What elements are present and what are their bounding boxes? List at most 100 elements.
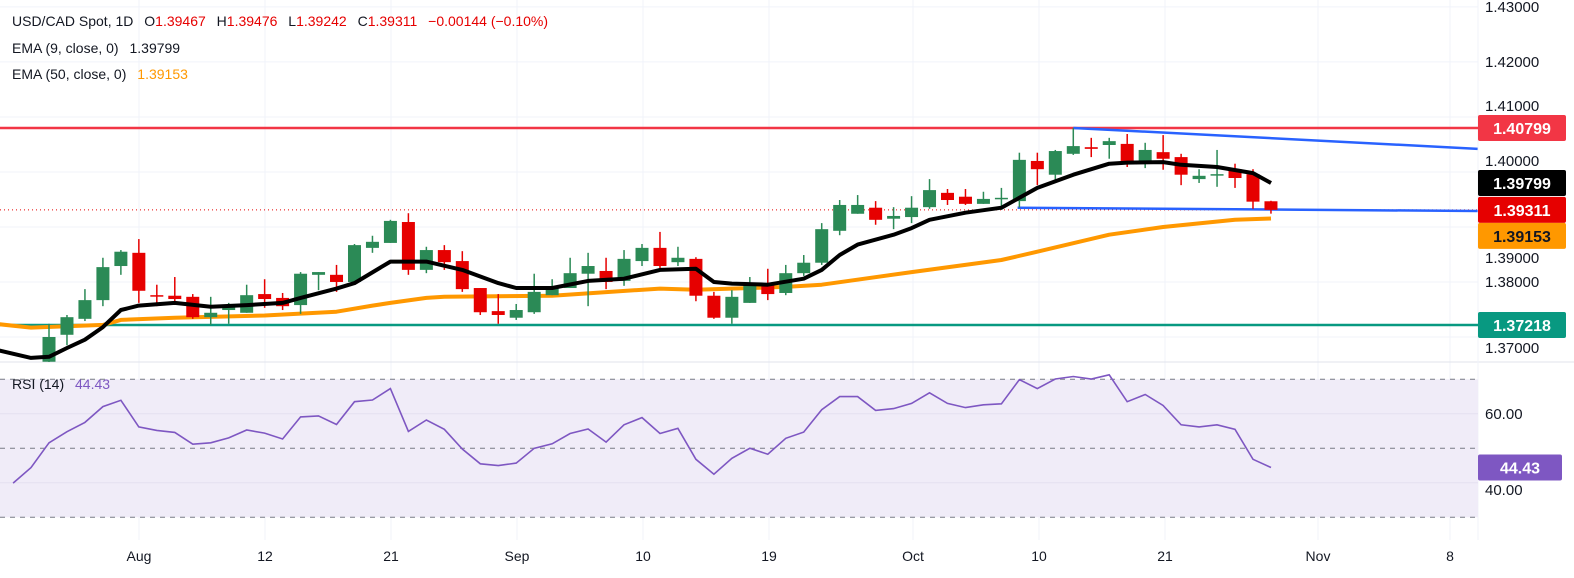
candle <box>294 272 308 314</box>
time-axis-label: 10 <box>635 548 651 564</box>
candle <box>168 277 182 303</box>
candle-body <box>725 296 739 318</box>
candle-body <box>186 296 200 318</box>
candle <box>347 244 361 285</box>
candle <box>312 272 326 291</box>
candle-body <box>617 258 631 281</box>
candle-body <box>905 207 919 218</box>
rsi-value: 44.43 <box>75 376 111 392</box>
candle-body <box>365 241 379 248</box>
rsi-pane[interactable] <box>0 373 1478 518</box>
close-label: C <box>357 13 368 29</box>
candle-body <box>581 266 595 274</box>
candle <box>815 223 829 265</box>
candle <box>96 257 110 307</box>
price-axis-label: 1.42000 <box>1485 54 1539 71</box>
candle <box>797 255 811 276</box>
candle-body <box>1066 146 1080 154</box>
candle-body <box>599 270 613 282</box>
candle <box>1048 149 1062 181</box>
candle-body <box>887 215 901 219</box>
candle-body <box>1156 152 1170 159</box>
price-badge-label: 1.40799 <box>1493 121 1551 138</box>
candle-body <box>815 229 829 263</box>
candle <box>1246 169 1260 209</box>
price-badge-label: 1.39799 <box>1493 176 1551 193</box>
rsi-axis-label: 60.00 <box>1485 406 1523 423</box>
candle <box>114 250 128 275</box>
trendline <box>1017 206 1478 213</box>
price-badge-label: 1.37218 <box>1493 318 1551 335</box>
candle <box>689 257 703 302</box>
candle <box>365 235 379 253</box>
time-axis-label: 21 <box>1157 548 1173 564</box>
candle-body <box>258 294 272 300</box>
candle-body <box>96 267 110 301</box>
candle <box>240 284 254 313</box>
candle-body <box>150 295 164 297</box>
price-axis-label: 1.41000 <box>1485 98 1539 115</box>
rsi-line <box>12 373 1272 484</box>
candle-body <box>851 204 865 214</box>
low-label: L <box>288 13 297 29</box>
rsi-legend[interactable]: RSI (14) 44.43 <box>12 376 110 392</box>
ema50-legend[interactable]: EMA (50, close, 0) 1.39153 <box>12 66 188 82</box>
candle <box>833 200 847 236</box>
candle-body <box>869 207 883 220</box>
symbol-legend: USD/CAD Spot, 1D O1.39467 H1.39476 L1.39… <box>12 13 548 29</box>
candle-body <box>168 295 182 300</box>
price-axis-label: 1.40000 <box>1485 153 1539 170</box>
candle <box>725 290 739 324</box>
candle-body <box>401 222 415 270</box>
ema9-label: EMA (9, close, 0) <box>12 40 119 56</box>
candle <box>743 277 757 303</box>
candle-body <box>1012 159 1026 202</box>
candle-body <box>653 247 667 267</box>
trendline <box>1073 126 1478 151</box>
candle <box>509 303 523 320</box>
candle <box>923 179 937 209</box>
candle-body <box>941 192 954 201</box>
candle-body <box>1192 175 1206 180</box>
candle-body <box>222 306 236 311</box>
time-axis-label: 10 <box>1031 548 1047 564</box>
price-badge <box>1478 115 1566 141</box>
high-value: 1.39476 <box>226 13 278 29</box>
change-value: −0.00144 (−0.10%) <box>428 13 549 29</box>
candle-body <box>635 247 649 262</box>
candle <box>905 196 919 224</box>
candle-body <box>473 288 487 313</box>
price-pane[interactable] <box>0 126 1478 365</box>
price-badge <box>1478 196 1566 223</box>
candle-body <box>204 312 218 318</box>
candle <box>1084 137 1098 158</box>
candle-body <box>1138 149 1152 164</box>
rsi-badge-label: 44.43 <box>1500 461 1540 478</box>
candle-body <box>455 261 469 290</box>
candle-body <box>491 311 505 315</box>
candle <box>1228 163 1242 188</box>
candle <box>1174 153 1188 186</box>
candle <box>473 288 487 315</box>
candle-body <box>1246 174 1260 202</box>
price-badge-label: 1.39311 <box>1494 203 1551 220</box>
candle <box>1264 200 1278 214</box>
candle <box>60 314 74 346</box>
open-label: O <box>144 13 156 29</box>
candle <box>401 213 415 275</box>
candle <box>1030 152 1044 186</box>
ema50-line <box>0 216 1272 330</box>
high-label: H <box>216 13 227 29</box>
ema9-legend[interactable]: EMA (9, close, 0) 1.39799 <box>12 40 180 56</box>
time-axis-label: Oct <box>902 548 924 564</box>
candle <box>491 294 505 324</box>
ema9-value: 1.39799 <box>129 40 181 56</box>
candle <box>635 244 649 267</box>
candle-body <box>1210 174 1224 176</box>
time-axis-label: 8 <box>1446 548 1454 564</box>
candle <box>869 201 883 225</box>
price-axis-label: 1.37000 <box>1485 340 1539 357</box>
candle-body <box>545 286 559 296</box>
time-axis-label: 12 <box>257 548 273 564</box>
